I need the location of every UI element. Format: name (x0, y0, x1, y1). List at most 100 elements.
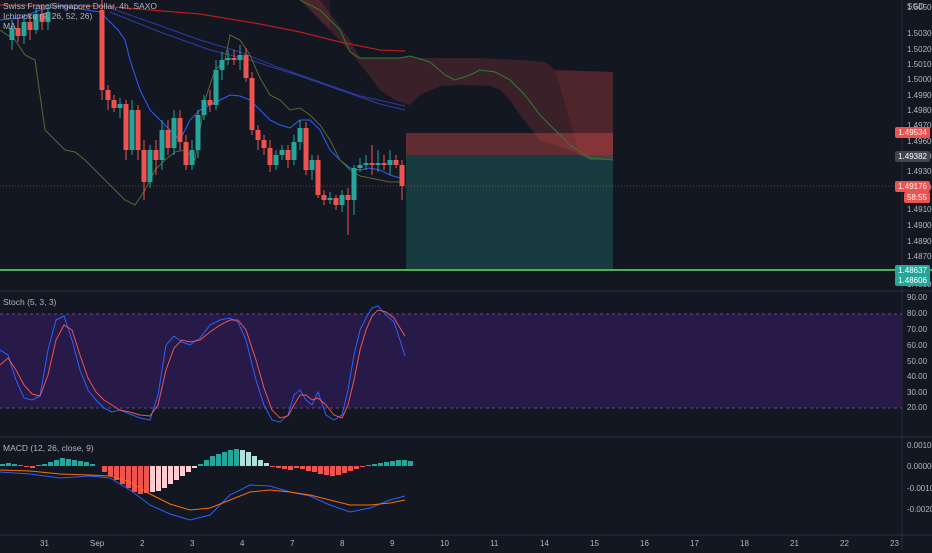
macd-histogram-bar (6, 463, 11, 466)
time-axis-label: 3 (190, 539, 195, 548)
macd-histogram-bar (132, 466, 137, 492)
time-axis-label: 15 (590, 539, 599, 548)
ma-line (0, 4, 406, 52)
candle-body (309, 160, 315, 170)
macd-histogram-bar (162, 466, 167, 488)
candle-body (159, 130, 165, 160)
macd-histogram-bar (258, 460, 263, 466)
ema-blue (109, 11, 406, 111)
candle-body (273, 155, 279, 165)
candle-body (315, 160, 321, 195)
price-axis-label: 1.49800 (907, 106, 932, 115)
macd-histogram-bar (276, 466, 281, 468)
time-axis-label: 2 (140, 539, 145, 548)
macd-histogram-bar (264, 463, 269, 466)
candle-body (33, 14, 39, 30)
candlestick-series (9, 0, 405, 235)
macd-histogram-bar (126, 466, 131, 488)
macd-histogram-bar (102, 466, 107, 472)
candle-body (99, 10, 105, 90)
price-axis-label: 1.50000 (907, 75, 932, 84)
candle-body (171, 118, 177, 148)
macd-histogram-bar (78, 461, 83, 466)
price-axis-label: 1.49600 (907, 137, 932, 146)
macd-histogram-bar (18, 465, 23, 466)
macd-histogram-bar (342, 466, 347, 473)
macd-histogram-bar (300, 466, 305, 469)
candle-body (201, 100, 207, 115)
candle-body (135, 110, 141, 150)
candle-body (237, 55, 243, 60)
macd-histogram-bar (114, 466, 119, 480)
stoch-axis-label: 40.00 (907, 372, 928, 381)
stoch-axis-label: 80.00 (907, 309, 928, 318)
current-price-tag: 1.49382 (895, 151, 930, 162)
macd-histogram-bar (66, 459, 71, 466)
candle-body (279, 150, 285, 155)
candle-body (27, 22, 33, 30)
candle-body (399, 165, 405, 186)
ma-legend[interactable]: MA (3, 21, 16, 31)
position-stop-zone[interactable] (406, 133, 613, 155)
macd-histogram-bar (174, 466, 179, 480)
candle-body (141, 150, 147, 182)
currency-label[interactable]: SGD (907, 2, 925, 11)
candle-body (387, 160, 393, 165)
stoch-legend[interactable]: Stoch (5, 3, 3) (3, 297, 57, 307)
candle-body (21, 22, 27, 36)
stoch-axis-label: 30.00 (907, 388, 928, 397)
candle-body (339, 195, 345, 205)
candle-body (147, 150, 153, 182)
macd-histogram-bar (294, 466, 299, 468)
macd-histogram-bar (270, 466, 275, 467)
macd-histogram-bar (168, 466, 173, 484)
macd-histogram-bar (324, 466, 329, 475)
candle-body (369, 163, 375, 165)
candle-body (195, 115, 201, 150)
time-axis-label: 9 (390, 539, 395, 548)
candle-body (231, 58, 237, 60)
ichimoku-cloud-dark (555, 70, 613, 160)
candle-body (165, 130, 171, 148)
macd-histogram-bar (240, 450, 245, 466)
macd-histogram-bar (72, 460, 77, 466)
position-target-zone[interactable] (406, 155, 613, 270)
price-axis-label: 1.49100 (907, 205, 932, 214)
macd-histogram-bar (138, 466, 143, 494)
candle-body (9, 28, 15, 40)
time-axis-label: 17 (690, 539, 699, 548)
candle-body (153, 150, 159, 160)
candle-body (357, 165, 363, 168)
candle-body (123, 104, 129, 150)
stoch-axis-label: 70.00 (907, 325, 928, 334)
macd-histogram-bar (234, 449, 239, 466)
macd-histogram-bar (246, 452, 251, 466)
stoch-axis-label: 50.00 (907, 357, 928, 366)
time-axis-label: 14 (540, 539, 549, 548)
macd-histogram-bar (378, 463, 383, 466)
candle-body (375, 163, 381, 165)
candle-body (333, 198, 339, 205)
time-axis-label: 7 (290, 539, 295, 548)
candle-body (285, 150, 291, 160)
price-axis-label: 1.49300 (907, 167, 932, 176)
ichimoku-legend[interactable]: Ichimoku (9, 26, 52, 26) (3, 11, 93, 21)
macd-histogram-bar (36, 465, 41, 466)
ichimoku-cloud-red-top (250, 0, 330, 30)
macd-histogram-bar (288, 466, 293, 470)
macd-histogram-bar (0, 464, 5, 466)
stop-price-tag: 1.49534 (895, 127, 930, 138)
candle-body (381, 163, 387, 165)
macd-legend[interactable]: MACD (12, 26, close, 9) (3, 443, 94, 453)
price-axis-label: 1.50500 (907, 3, 932, 12)
macd-histogram-bar (30, 466, 35, 468)
price-axis-label: 1.49700 (907, 121, 932, 130)
symbol-title[interactable]: Swiss Franc/Singapore Dollar, 4h, SAXO (3, 1, 158, 11)
macd-signal-line (0, 469, 406, 511)
time-axis-label: 4 (240, 539, 245, 548)
macd-histogram-bar (384, 462, 389, 466)
macd-histogram-bar (24, 466, 29, 467)
